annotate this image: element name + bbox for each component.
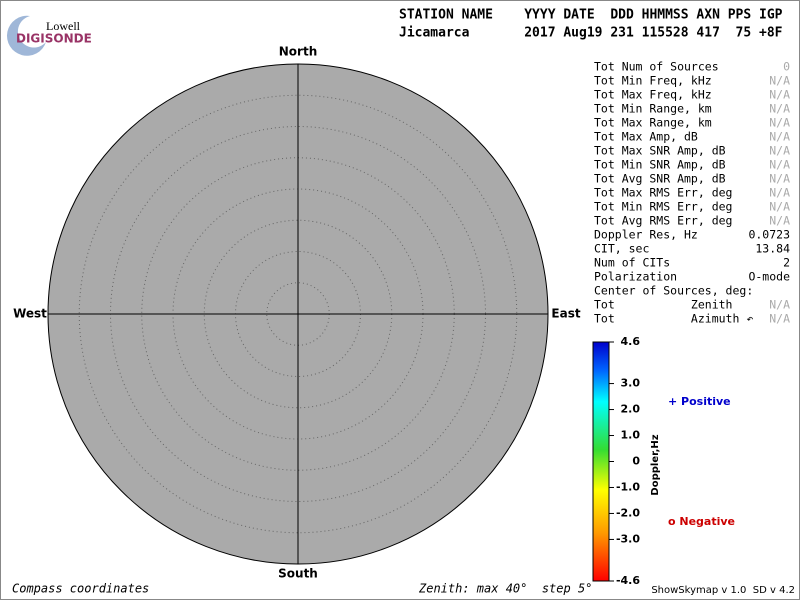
stat-label: Tot Max Freq, kHz [594, 88, 712, 102]
stat-label: Doppler Res, Hz [594, 228, 698, 242]
stat-value: N/A [769, 88, 790, 102]
stat-label: Tot Num of Sources [594, 60, 719, 74]
stat-value: 13.84 [755, 242, 790, 256]
stat-value: N/A [769, 298, 790, 312]
colorbar-tick-label: 1.0 [621, 429, 641, 442]
stat-label: Tot Min Range, km [594, 102, 712, 116]
stat-label: Center of Sources, deg: [594, 284, 753, 298]
legend-negative: o Negative [668, 515, 735, 528]
colorbar-tick-label: 3.0 [621, 377, 641, 390]
compass-north: North [279, 45, 317, 59]
stat-label: Tot Min RMS Err, deg [594, 200, 732, 214]
stat-label: Num of CITs [594, 256, 670, 270]
header-labels: STATION NAME YYYY DATE DDD HHMMSS AXN PP… [399, 8, 783, 23]
colorbar-tick-label: 2.0 [621, 403, 641, 416]
stat-value: N/A [769, 116, 790, 130]
stat-label: Tot Max Amp, dB [594, 130, 698, 144]
colorbar-tick-label: 4.6 [621, 335, 641, 348]
footer-right: ShowSkymap v 1.0 SD v 4.2 [651, 585, 795, 596]
stat-value: 0 [783, 60, 790, 74]
colorbar-tick-label: -2.0 [616, 506, 640, 519]
stat-label: Tot Zenith [594, 298, 732, 312]
colorbar [592, 341, 610, 582]
stat-label: Tot Azimuth ↶ [594, 312, 753, 326]
header-values: Jicamarca 2017 Aug19 231 115528 417 75 +… [399, 26, 783, 41]
legend-positive: + Positive [668, 395, 731, 408]
stat-value: 0.0723 [748, 228, 790, 242]
colorbar-tick-label: -4.6 [616, 574, 640, 587]
logo-brand: Lowell [46, 19, 81, 33]
stat-value: N/A [769, 158, 790, 172]
logo-swoosh [6, 15, 47, 56]
stat-label: Tot Min Freq, kHz [594, 74, 712, 88]
compass-south: South [278, 567, 318, 581]
stat-value: N/A [769, 102, 790, 116]
stat-label: CIT, sec [594, 242, 649, 256]
stat-label: Polarization [594, 270, 677, 284]
stat-label: Tot Avg RMS Err, deg [594, 214, 732, 228]
stat-label: Tot Min SNR Amp, dB [594, 158, 726, 172]
stat-value: N/A [769, 144, 790, 158]
colorbar-tick-label: -1.0 [616, 480, 640, 493]
stat-label: Tot Avg SNR Amp, dB [594, 172, 726, 186]
stat-label: Tot Max RMS Err, deg [594, 186, 732, 200]
stat-value: O-mode [748, 270, 790, 284]
compass-east: East [551, 307, 580, 321]
stat-value: N/A [769, 312, 790, 326]
stat-value: 2 [783, 256, 790, 270]
colorbar-tick-label: 0 [632, 455, 640, 468]
stat-value: N/A [769, 214, 790, 228]
colorbar-title: Doppler,Hz [650, 434, 661, 495]
compass-west: West [13, 307, 47, 321]
stat-value: N/A [769, 186, 790, 200]
stat-value: N/A [769, 130, 790, 144]
logo-product: DIGISONDE [16, 32, 92, 46]
footer-center: Zenith: max 40° step 5° [418, 582, 592, 596]
stat-value: N/A [769, 200, 790, 214]
stat-label: Tot Max SNR Amp, dB [594, 144, 726, 158]
stat-label: Tot Max Range, km [594, 116, 712, 130]
stat-value: N/A [769, 74, 790, 88]
colorbar-tick-label: -3.0 [616, 532, 640, 545]
footer-left: Compass coordinates [12, 582, 149, 596]
stat-value: N/A [769, 172, 790, 186]
